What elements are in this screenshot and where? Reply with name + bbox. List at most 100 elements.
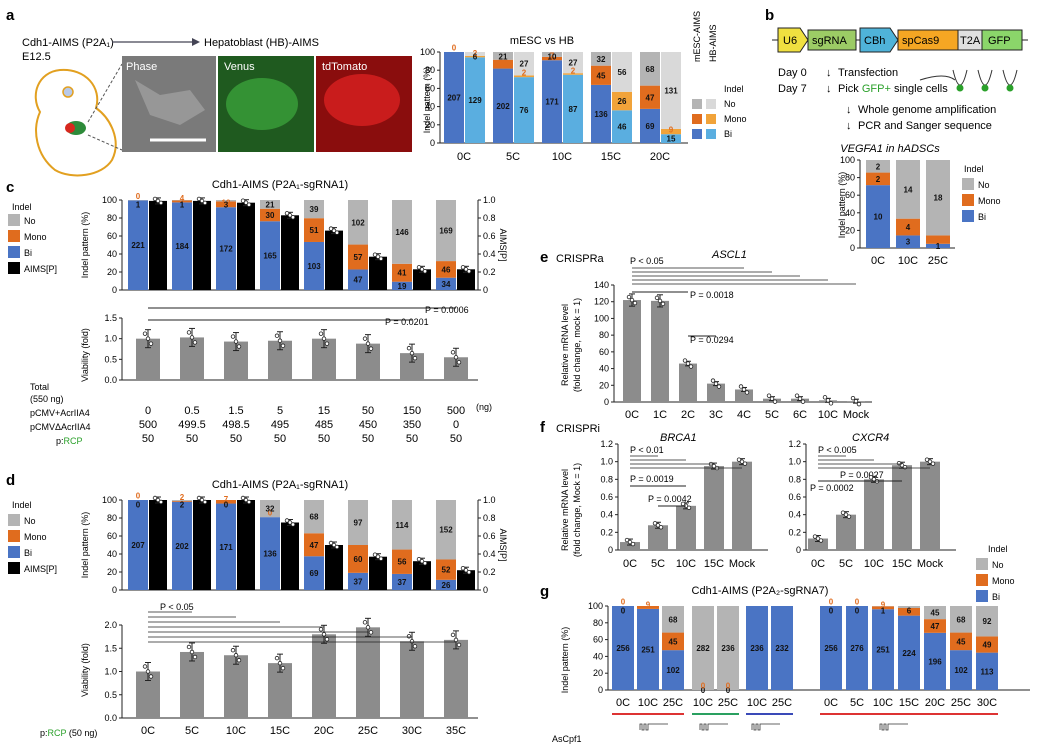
chart-e-dot (772, 399, 778, 404)
chart-a-ylabel: Indel pattern (%) (422, 67, 432, 134)
chart-c-y2-tick-label: 0.8 (483, 213, 496, 223)
construct-label-t2a: T2A (960, 35, 981, 47)
chart-a-hb-bar-bi-label: 87 (569, 105, 578, 114)
chart-c-bar-bi (260, 221, 280, 290)
chart-a-mesc-bar-no-label: 68 (646, 65, 655, 74)
chart-c-aims-bar (457, 269, 475, 290)
chart-a-y-tick-label: 20 (425, 120, 435, 130)
chart-c-pval2: P = 0.0201 (385, 317, 429, 327)
chart-c-aims-dot (199, 198, 205, 204)
chart-c-bar-no-label: 21 (266, 201, 275, 210)
chart-g1-bar-bi-label: 232 (775, 644, 789, 653)
chart-g2-bar-mono-label: 49 (983, 641, 992, 650)
chart-f-pval-brca-3: P = 0.0042 (648, 494, 692, 504)
chart-c-bar-bi (216, 207, 236, 290)
chart-b-xtick-label: 10C (898, 255, 918, 267)
chart-d-aims-dot (284, 518, 290, 523)
chart-c-bar-mono-label: 0 (136, 192, 141, 201)
chart-a-legend-col1: mESC-AIMS (692, 11, 702, 62)
chart-c-viability-dot (456, 360, 462, 365)
chart-c-bar-bi (172, 202, 192, 290)
chart-c-bar-bi-label: 19 (398, 282, 407, 291)
chart-g2-bar-mono-label: 0 (855, 598, 860, 607)
chart-e-dot (710, 378, 716, 383)
chart-d-viability-dot (409, 639, 415, 644)
chart-d-viability-dot (236, 658, 242, 663)
chart-c-viability-dot (453, 355, 459, 360)
chart-c-bar-no (304, 200, 324, 219)
legend-d-no-text: No (24, 516, 36, 526)
chart-c-acr-value: 150 (403, 405, 421, 417)
chart-c-acr-value: 1.5 (228, 405, 243, 417)
chart-c-title: Cdh1-AIMS (P2A₁-sgRNA1) (212, 179, 348, 191)
chart-a-hb-bar-mono (465, 55, 485, 58)
chart-d-aims-dot (158, 499, 164, 505)
chart-d-viability-dot (192, 654, 198, 660)
chart-d-viability-dot (456, 642, 462, 648)
chart-c-y2-tick-label: 0.4 (483, 249, 496, 259)
chart-a-hb-bar-no (465, 52, 485, 56)
chart-d-xtick-label: 15C (270, 725, 290, 737)
d-xprefix: p: (40, 728, 48, 738)
step-pick: Pick GFP+ single cells (838, 83, 948, 95)
chart-f-mode: CRISPRi (556, 423, 600, 435)
chart-a-mesc-bar-mono-label: 47 (646, 93, 655, 102)
chart-d-bar-no-label: 97 (354, 519, 363, 528)
chart-d-viability-dot (453, 637, 459, 643)
chart-f-cxcr4-dot (927, 459, 933, 464)
chart-c-bar-no-label: 169 (439, 227, 453, 236)
chart-d-viability-bar (312, 634, 336, 718)
chart-a-hb-bar-bi-label: 76 (520, 106, 529, 115)
chart-f-ylabel1: Relative mRNA level (560, 469, 570, 551)
chart-c-bar-no (216, 200, 236, 202)
legend-a-mono-1 (692, 114, 702, 124)
chart-c-bar-bi (348, 269, 368, 290)
chart-b-title: VEGFA1 in hADSCs (840, 143, 940, 155)
cell-2 (981, 84, 989, 92)
chart-c-dacr-value: 485 (315, 419, 333, 431)
legend-g-mono (976, 574, 988, 586)
chart-g2-bar-bi (924, 632, 946, 690)
legend-a-bi-2 (706, 129, 716, 139)
chart-c-rcp-value: 50 (362, 433, 374, 445)
chart-c-aims-dot (155, 198, 161, 204)
chart-d-bar-bi-label: 37 (398, 578, 407, 587)
chart-e-dot (825, 398, 831, 403)
chart-b-bar-no (926, 160, 950, 236)
chart-g2-bar-bi-label: 251 (876, 646, 890, 655)
chart-g1-bar-no-label: 68 (669, 615, 678, 624)
chart-c-viability-dot (186, 330, 192, 335)
chart-a-xtick-label: 5C (506, 151, 520, 163)
chart-e-y-tick-label: 20 (599, 380, 609, 390)
chart-d-aims-dot (290, 522, 296, 527)
embryo-outline (34, 68, 117, 177)
chart-f-cxcr4-bar (864, 479, 884, 550)
well-2 (977, 69, 993, 86)
legend-b-mono (962, 194, 974, 206)
chart-e-dot (660, 301, 666, 307)
chart-f-brca1-dot (652, 521, 658, 526)
chart-f-ylabel2: (fold change, Mock = 1) (572, 463, 582, 557)
chart-c-bar-bi (392, 281, 412, 290)
chart-c-aims-bar (193, 200, 211, 290)
chart-d-viability-dot (318, 627, 324, 632)
chart-f-brca1-bar (704, 466, 724, 550)
chart-d-aims-dot (463, 568, 469, 573)
chart-e-y-tick-label: 100 (594, 313, 609, 323)
micro-label-phase: Phase (126, 61, 157, 73)
chart-e-xtick-label: 3C (709, 409, 723, 421)
chart-d-ylabel: Indel pattern (%) (80, 512, 90, 579)
chart-c-y-tick-label: 40 (107, 249, 117, 259)
chart-e-y-tick-label: 60 (599, 347, 609, 357)
chart-d-aims-bar (413, 561, 431, 590)
chart-g1-bar-mono-label: 45 (669, 637, 678, 646)
zoom-line-1 (87, 63, 123, 123)
chart-c-aims-dot (202, 200, 208, 206)
chart-a-hb-bar-mono-label: 2 (522, 69, 527, 78)
chart-f-brca1-dot (736, 457, 742, 462)
chart-g2-bar-mono (872, 606, 894, 610)
chart-g2-bar-mono (950, 632, 972, 651)
chart-a-mesc-bar-bi (591, 84, 611, 143)
chart-f-brca1-bar (732, 461, 752, 550)
chart-a-mesc-bar-mono (591, 65, 611, 85)
